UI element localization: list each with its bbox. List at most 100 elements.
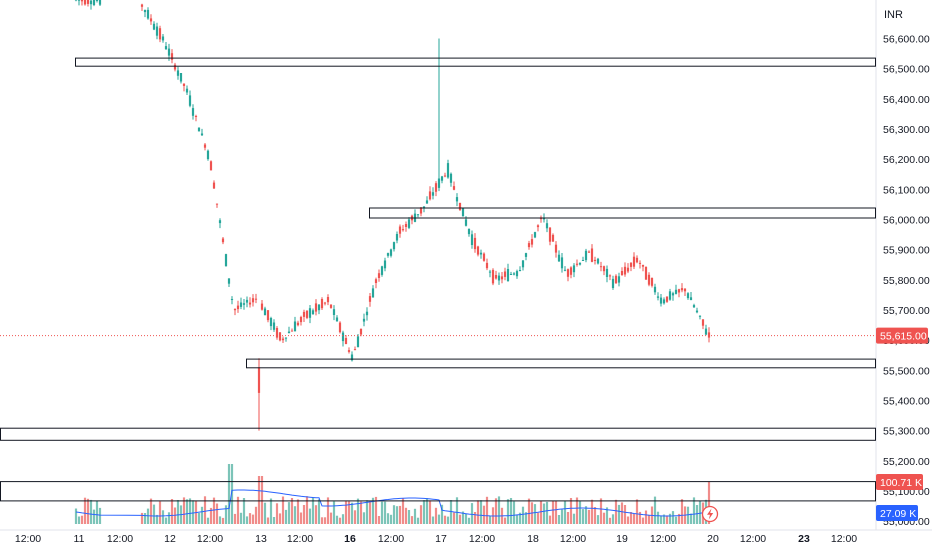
volume-bar [404, 507, 408, 524]
candle-body [623, 266, 627, 275]
volume-bar [143, 513, 147, 524]
candle-body [98, 0, 102, 5]
volume-bar [326, 497, 330, 524]
candle-body [521, 260, 525, 268]
volume-bar [410, 516, 414, 524]
volume-bar [581, 509, 585, 524]
y-tick-label: 55,800.00 [883, 275, 930, 287]
volume-bar [551, 501, 555, 524]
candle-body [446, 163, 450, 178]
candle-body [491, 269, 495, 284]
candle-body [275, 328, 279, 338]
volume-bar [389, 514, 393, 524]
volume-bar [221, 517, 225, 524]
candle-body [659, 297, 663, 304]
volume-bar [638, 511, 642, 524]
candle-body [92, 0, 96, 6]
volume-bar [503, 517, 507, 524]
volume-bar [176, 500, 180, 524]
volume-bar [707, 482, 711, 524]
candle-body [338, 322, 342, 333]
volume-bar [437, 514, 441, 524]
volume-ma-badge: 27.09 K [876, 505, 918, 521]
volume-bar [266, 517, 270, 524]
volume-bar [596, 515, 600, 524]
y-tick-label: 55,200.00 [883, 456, 930, 468]
y-tick-label: 55,300.00 [883, 426, 930, 438]
volume-bar [227, 464, 231, 524]
volume-bar [161, 510, 165, 524]
x-tick-label: 12:00 [107, 533, 133, 545]
price-zone[interactable] [246, 358, 876, 369]
volume-bar [224, 505, 228, 524]
volume-bar [458, 514, 462, 524]
volume-bar [476, 500, 480, 524]
y-tick-label: 56,100.00 [883, 184, 930, 196]
volume-bar [644, 510, 648, 524]
volume-bar [299, 512, 303, 524]
candle-body [551, 234, 555, 242]
candle-body [206, 150, 210, 160]
candle-body [593, 259, 597, 261]
candle-body [569, 267, 573, 275]
candle-body [176, 70, 180, 76]
candle-body [191, 108, 195, 116]
candle-body [698, 315, 702, 317]
volume-bar [140, 512, 144, 524]
candle-body [80, 0, 84, 2]
volume-bar [323, 517, 327, 524]
volume-bar [494, 498, 498, 524]
volume-bar [419, 505, 423, 524]
candle-body [701, 319, 705, 326]
candle-body [614, 275, 618, 284]
volume-bar [395, 506, 399, 524]
volume-bar [572, 513, 576, 524]
candle-body [704, 328, 708, 335]
candle-body [227, 278, 231, 284]
volume-bar [611, 514, 615, 524]
candle-body [467, 228, 471, 235]
price-zone[interactable] [0, 481, 876, 502]
volume-bar [428, 500, 432, 524]
volume-bar [197, 512, 201, 524]
candle-body [668, 291, 672, 300]
volume-bar [521, 506, 525, 524]
volume-bar [239, 512, 243, 524]
lightning-icon[interactable] [701, 505, 719, 523]
candle-body [452, 186, 456, 190]
candle-body [527, 243, 531, 248]
candle-body [329, 304, 333, 308]
volume-bar [554, 500, 558, 524]
volume-bar [482, 505, 486, 524]
time-axis[interactable]: 12:00 11 12:00 12 12:00 13 12:00 16 12:00 17 12:00… [15, 533, 857, 545]
x-tick-label: 12:00 [560, 533, 586, 545]
support-resistance-zones[interactable] [0, 57, 876, 502]
volume-bar [212, 497, 216, 524]
candle-body [497, 275, 501, 281]
volume-bar [77, 516, 81, 524]
candle-body [221, 238, 225, 243]
candle-body [695, 310, 699, 313]
candle-body [353, 349, 357, 351]
volume-bar [281, 496, 285, 524]
x-tick-label: 12:00 [378, 533, 404, 545]
y-tick-label: 55,700.00 [883, 305, 930, 317]
volume-bar [695, 505, 699, 524]
volume-bar [590, 499, 594, 524]
volume-bar [398, 505, 402, 524]
candle-body [140, 4, 144, 7]
volume-bar [287, 502, 291, 524]
price-zone[interactable] [0, 427, 876, 441]
volume-bar [317, 499, 321, 524]
price-zone[interactable] [369, 207, 876, 219]
candle-body [299, 317, 303, 323]
price-zone[interactable] [75, 57, 876, 67]
candle-body [470, 234, 474, 245]
volume-last-label: 100.71 K [880, 477, 922, 489]
price-axis[interactable]: 56,600.00 56,500.00 56,400.00 56,300.00 56,2… [883, 34, 930, 529]
candle-body [542, 218, 546, 220]
plot-background [0, 0, 876, 530]
candle-body [431, 192, 435, 196]
candle-body [476, 246, 480, 255]
